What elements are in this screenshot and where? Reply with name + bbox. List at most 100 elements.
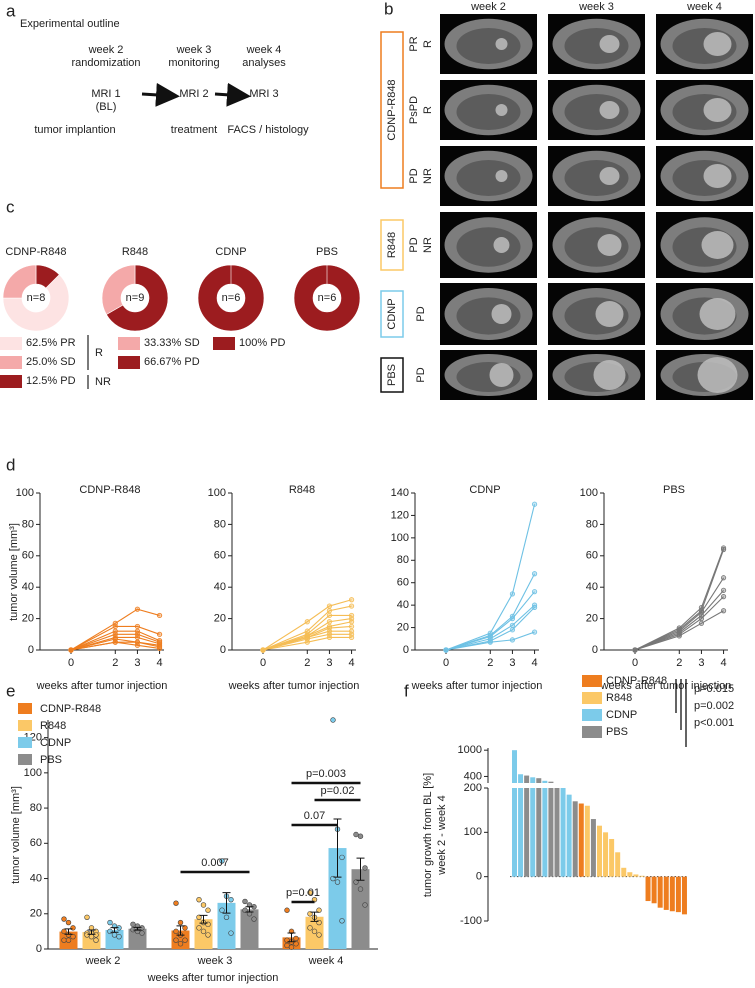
series-line xyxy=(70,608,160,651)
data-point xyxy=(156,612,163,619)
bar xyxy=(681,876,687,915)
data-point xyxy=(720,575,727,581)
bar xyxy=(512,750,517,783)
bar xyxy=(572,801,578,877)
pie-slice xyxy=(2,274,70,332)
stage-phase: monitoring xyxy=(168,57,219,69)
x-tick-label: 2 xyxy=(304,657,310,669)
data-point xyxy=(531,629,538,635)
error-bar xyxy=(310,911,319,922)
y-axis-label: tumor growth from BL [%] xyxy=(422,773,434,897)
data-point xyxy=(357,886,364,892)
error-bar xyxy=(87,929,96,935)
x-axis-label: weeks after tumor injection xyxy=(147,972,279,984)
bar xyxy=(621,867,627,877)
x-tick-label: 4 xyxy=(721,657,727,669)
error-bar xyxy=(356,857,365,881)
mri-tumor xyxy=(599,167,620,185)
series-line xyxy=(634,596,724,651)
data-point xyxy=(134,606,141,612)
data-point xyxy=(348,619,355,625)
legend-swatch xyxy=(582,692,602,704)
data-point xyxy=(134,642,141,648)
series-line xyxy=(262,605,352,651)
stage-event: treatment xyxy=(171,124,217,136)
bar xyxy=(524,775,530,783)
data-point xyxy=(307,925,313,931)
bar xyxy=(554,788,560,877)
series-line xyxy=(262,599,352,651)
y-tick-label: 40 xyxy=(214,581,226,593)
group-box xyxy=(380,31,404,189)
x-tick-label: 3 xyxy=(509,657,515,669)
x-tick-label: 2 xyxy=(487,657,493,669)
row-label: NR xyxy=(422,237,434,253)
series-line xyxy=(70,625,160,651)
bar xyxy=(663,876,669,910)
bar xyxy=(645,876,651,902)
bar xyxy=(542,780,548,783)
series-line xyxy=(70,633,160,651)
series-line xyxy=(445,591,535,651)
y-tick-label: 20 xyxy=(30,908,42,920)
y-tick-label: 400 xyxy=(464,770,482,782)
y-tick-label: 80 xyxy=(586,518,598,530)
mri-tumor xyxy=(495,38,508,50)
series-line xyxy=(262,630,352,651)
p-value: p=0.003 xyxy=(306,768,346,780)
pie-slice xyxy=(106,264,169,332)
data-point xyxy=(362,865,368,871)
column-header: week 3 xyxy=(578,1,614,13)
panel-label: d xyxy=(6,455,15,474)
data-point xyxy=(326,634,333,641)
data-point xyxy=(293,941,299,947)
data-point xyxy=(509,622,516,628)
y-tick-label: 0 xyxy=(220,644,226,656)
data-point xyxy=(339,918,345,924)
chart-title: PBS xyxy=(663,484,685,496)
p-value: p<0.001 xyxy=(694,717,734,729)
mri-tumor xyxy=(699,298,736,330)
bar xyxy=(524,788,530,877)
data-point xyxy=(84,932,90,938)
mri-brain-inner xyxy=(456,94,521,130)
mri-tumor xyxy=(599,101,620,119)
series-line xyxy=(445,504,536,651)
stage-phase: randomization xyxy=(71,57,140,69)
mri-brain-inner xyxy=(456,28,521,64)
data-point xyxy=(353,831,359,838)
pie-n: n=8 xyxy=(27,292,46,304)
data-point xyxy=(284,907,290,913)
panel-label: e xyxy=(6,681,15,700)
data-point xyxy=(93,937,99,943)
bar xyxy=(351,869,370,949)
data-point xyxy=(173,900,179,906)
data-point xyxy=(107,919,113,926)
data-point xyxy=(139,930,145,936)
legend-label: 12.5% PD xyxy=(26,375,76,387)
bar xyxy=(518,774,524,783)
y-tick-label: 80 xyxy=(214,518,226,530)
data-point xyxy=(173,928,179,935)
data-point xyxy=(443,647,449,653)
legend-swatch xyxy=(18,703,32,714)
data-point xyxy=(698,620,705,626)
mri-tumor xyxy=(599,35,620,53)
bar xyxy=(328,848,347,949)
legend-label: 33.33% SD xyxy=(144,337,200,349)
legend-swatch xyxy=(0,356,22,369)
stage-phase: analyses xyxy=(242,57,286,69)
data-point xyxy=(720,594,727,600)
legend-swatch xyxy=(118,337,140,350)
series-line xyxy=(70,636,160,651)
y-tick-label: 0 xyxy=(592,644,598,656)
mri-tumor xyxy=(697,357,738,393)
y-tick-label: 80 xyxy=(30,802,42,814)
series-line xyxy=(70,641,160,651)
legend-label: 66.67% PD xyxy=(144,356,200,368)
y-tick-label: 20 xyxy=(22,613,34,625)
group-label: CDNP-R848 xyxy=(386,79,398,140)
series-line xyxy=(634,610,724,651)
row-label: PR xyxy=(408,36,420,51)
